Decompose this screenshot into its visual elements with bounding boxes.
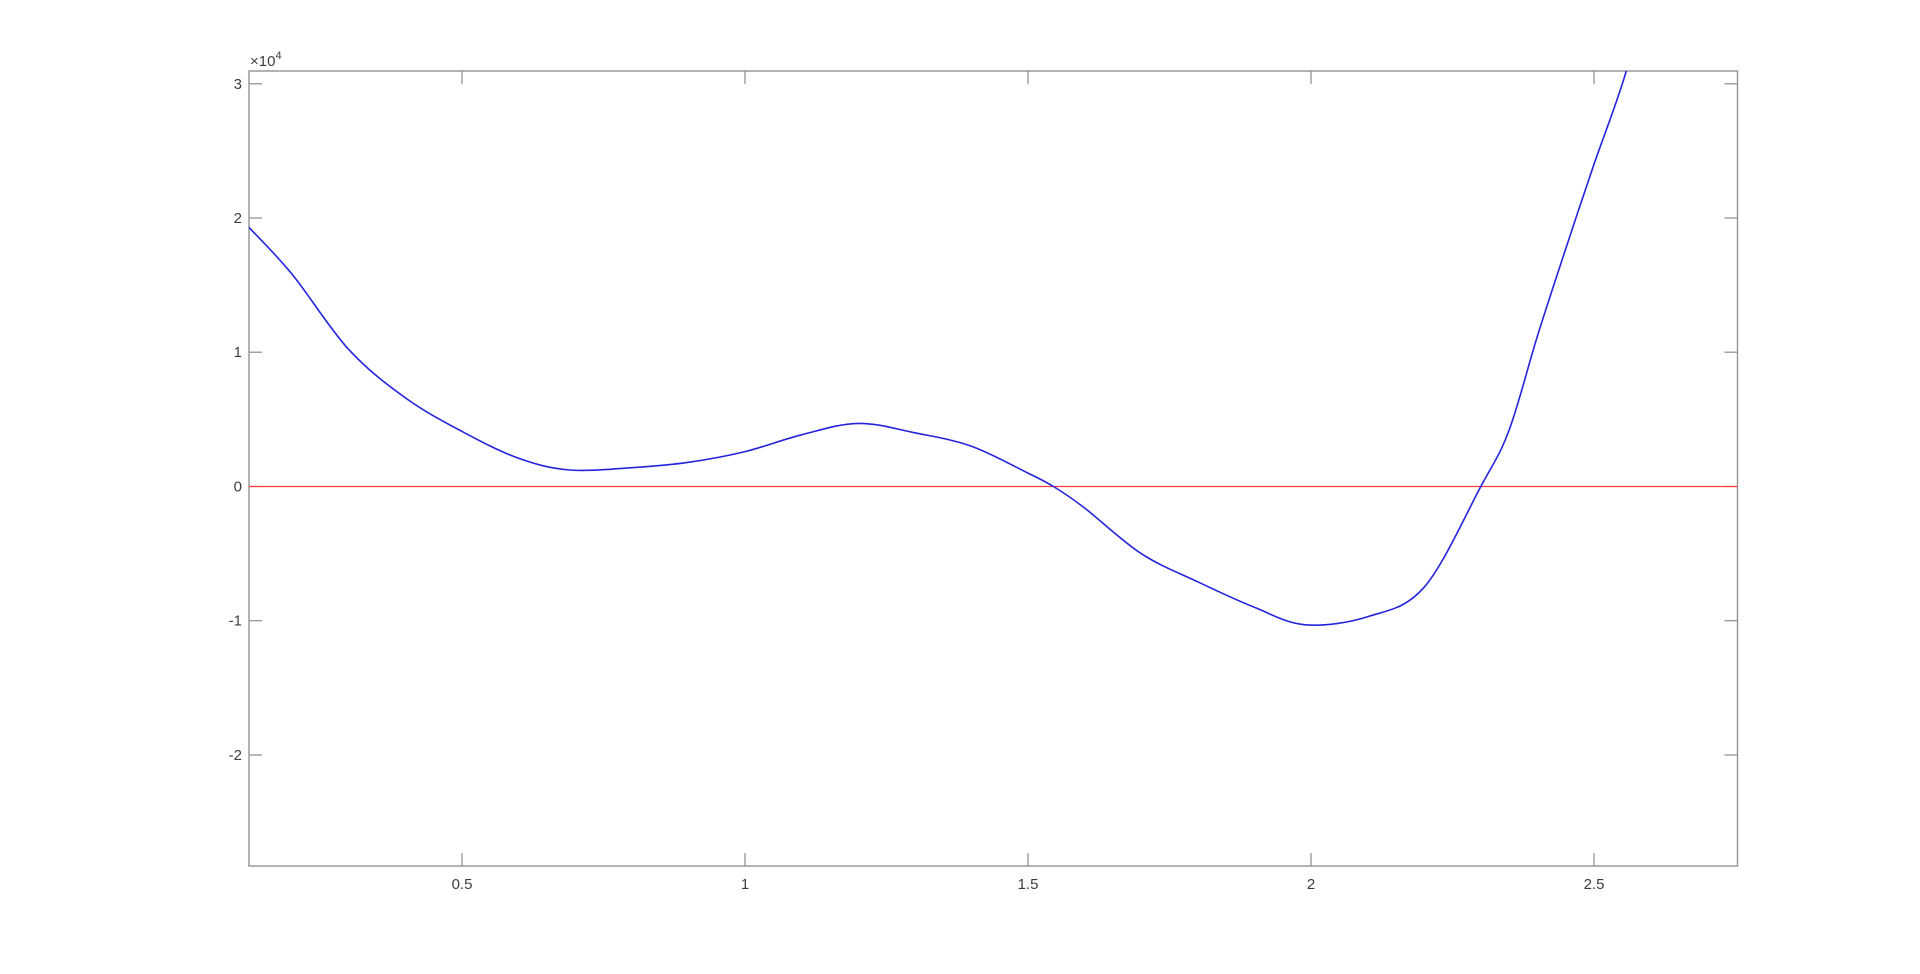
x-axis-tick-label: 2.5 — [1584, 876, 1605, 893]
polynomial-curve — [249, 71, 1628, 626]
x-axis-tick-label: 1.5 — [1018, 876, 1039, 893]
y-axis-multiplier-label: ×104 — [250, 50, 282, 70]
y-axis-tick-label: -2 — [229, 747, 242, 764]
y-axis-tick-label: 1 — [234, 344, 242, 361]
y-axis-tick-label: 0 — [234, 479, 242, 496]
y-axis-tick-label: 2 — [234, 210, 242, 227]
y-axis-tick-label: 3 — [234, 76, 242, 93]
axes-box — [248, 70, 1739, 867]
x-axis-tick-label: 2 — [1307, 876, 1315, 893]
y-axis-tick-label: -1 — [229, 613, 242, 630]
x-axis-tick-label: 1 — [741, 876, 749, 893]
series-layer — [249, 71, 1738, 626]
x-axis-tick-label: 0.5 — [452, 876, 473, 893]
